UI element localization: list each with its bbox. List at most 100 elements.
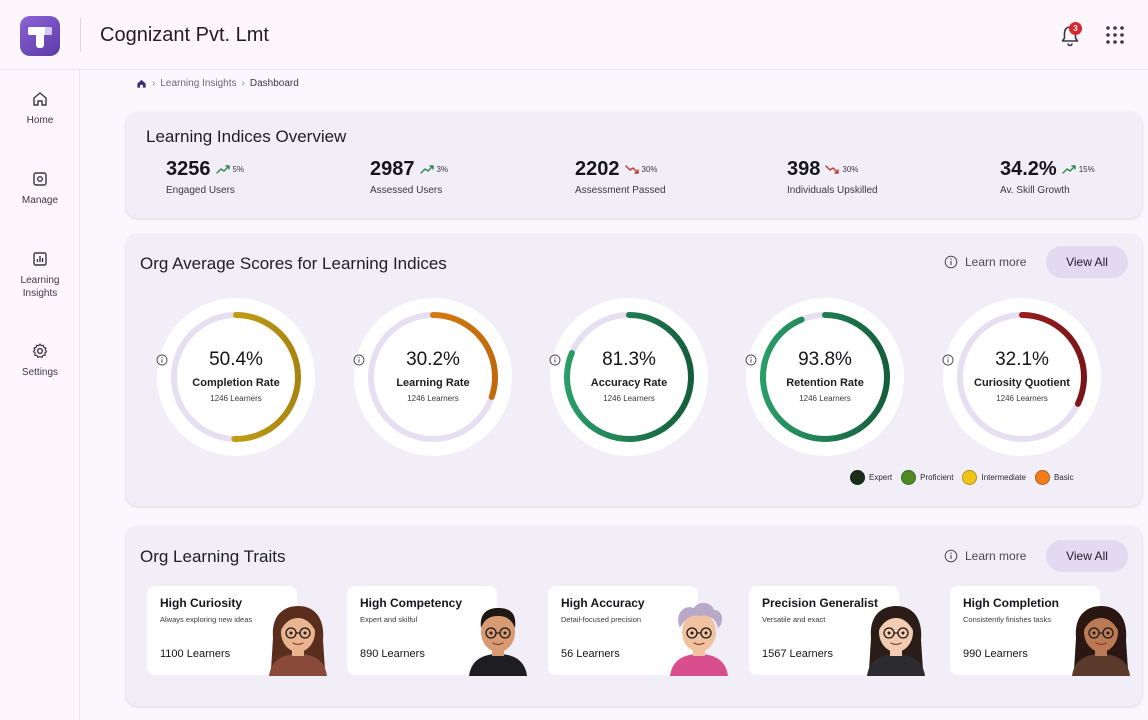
gauge-learning-rate[interactable]: 30.2% Learning Rate 1246 Learners bbox=[353, 297, 513, 457]
gauge-ring bbox=[550, 298, 708, 456]
scores-title: Org Average Scores for Learning Indices bbox=[140, 254, 447, 273]
legend-label: Intermediate bbox=[981, 473, 1026, 482]
legend-swatch bbox=[901, 470, 917, 485]
breadcrumb-current: Dashboard bbox=[249, 78, 299, 89]
legend-swatch bbox=[850, 470, 865, 485]
gauge-label: Learning Rate bbox=[396, 377, 470, 389]
legend-swatch bbox=[962, 470, 978, 485]
sidebar-item-settings[interactable]: Settings bbox=[0, 342, 80, 379]
gauge-value: 30.2% bbox=[406, 349, 460, 370]
trend-down-icon bbox=[825, 165, 840, 174]
gauge-value: 81.3% bbox=[602, 349, 656, 370]
info-icon[interactable] bbox=[549, 354, 561, 366]
trait-card[interactable]: High Curiosity Always exploring new ideas… bbox=[147, 586, 327, 676]
gauge-accuracy-rate[interactable]: 81.3% Accuracy Rate 1246 Learners bbox=[549, 297, 709, 457]
home-icon[interactable] bbox=[136, 78, 147, 89]
trait-learner-count: 56 Learners bbox=[561, 648, 620, 660]
chevron-right-icon: › bbox=[152, 78, 156, 89]
trait-card[interactable]: High Completion Consistently finishes tas… bbox=[950, 586, 1130, 676]
traits-title: Org Learning Traits bbox=[140, 547, 286, 566]
gauge-ring bbox=[746, 298, 904, 456]
logo-icon bbox=[28, 27, 52, 48]
legend-item: Expert bbox=[850, 470, 892, 485]
trait-title: High Accuracy bbox=[561, 596, 645, 610]
avatar bbox=[269, 606, 327, 676]
info-icon[interactable] bbox=[745, 354, 757, 366]
gauge-progress-arc bbox=[171, 312, 301, 442]
legend-label: Proficient bbox=[920, 473, 954, 482]
overview-title: Learning Indices Overview bbox=[146, 127, 347, 146]
trait-description: Versatile and exact bbox=[762, 615, 826, 624]
gauge-ring bbox=[943, 298, 1101, 456]
trend-up-icon bbox=[419, 165, 434, 174]
info-icon bbox=[944, 255, 958, 269]
stat-item: 2202 30% Assessment Passed bbox=[575, 158, 666, 196]
trait-title: Precision Generalist bbox=[762, 596, 879, 610]
stat-value: 398 bbox=[787, 158, 821, 180]
proficiency-legend: Expert Proficient Intermediate Basic bbox=[850, 470, 1083, 485]
stat-change: 30% bbox=[842, 165, 859, 174]
scores-view-all-button[interactable]: View All bbox=[1046, 246, 1128, 278]
gauge-ring bbox=[157, 298, 315, 456]
gauge-learners: 1246 Learners bbox=[603, 394, 655, 403]
info-icon bbox=[944, 549, 958, 563]
learn-more-label: Learn more bbox=[965, 549, 1027, 563]
legend-label: Expert bbox=[869, 473, 893, 482]
gauge-background bbox=[943, 298, 1101, 456]
sidebar-item-learning-insights[interactable]: Learning Insights bbox=[0, 250, 80, 300]
traits-learn-more-link[interactable]: Learn more bbox=[944, 549, 1026, 563]
trait-description: Consistently finishes tasks bbox=[963, 615, 1051, 624]
insights-icon bbox=[33, 252, 47, 266]
info-icon[interactable] bbox=[353, 354, 365, 366]
info-icon[interactable] bbox=[156, 354, 168, 366]
gauge-background bbox=[746, 298, 904, 456]
traits-view-all-button[interactable]: View All bbox=[1046, 540, 1128, 572]
sidebar-item-manage[interactable]: Manage bbox=[0, 170, 80, 207]
avatar bbox=[670, 602, 728, 676]
trait-card[interactable]: High Accuracy Detail-focused precision 56 … bbox=[548, 586, 728, 676]
trait-card[interactable]: Precision Generalist Versatile and exact 1… bbox=[749, 586, 925, 676]
stat-label: Individuals Upskilled bbox=[787, 185, 878, 196]
stat-label: Av. Skill Growth bbox=[1000, 185, 1070, 196]
trait-description: Expert and skilful bbox=[360, 615, 418, 624]
stat-item: 398 30% Individuals Upskilled bbox=[787, 158, 878, 196]
breadcrumb-link[interactable]: Learning Insights bbox=[160, 78, 237, 89]
sidebar-item-home[interactable]: Home bbox=[0, 90, 80, 127]
stat-label: Engaged Users bbox=[166, 185, 235, 196]
trend-up-icon bbox=[215, 165, 230, 174]
gauge-curiosity-quotient[interactable]: 32.1% Curiosity Quotient 1246 Learners bbox=[942, 297, 1102, 457]
overview-card: Learning Indices Overview bbox=[126, 112, 1142, 218]
gauge-value: 32.1% bbox=[995, 349, 1049, 370]
gear-icon bbox=[32, 343, 48, 358]
stat-item: 3256 5% Engaged Users bbox=[166, 158, 244, 196]
chevron-right-icon: › bbox=[241, 78, 245, 89]
gauge-progress-arc bbox=[368, 312, 498, 442]
info-icon[interactable] bbox=[942, 354, 954, 366]
learn-more-label: Learn more bbox=[965, 255, 1027, 269]
gauge-background bbox=[157, 298, 315, 456]
company-name: Cognizant Pvt. Lmt bbox=[100, 24, 269, 46]
stat-value: 2202 bbox=[575, 158, 620, 180]
gauge-value: 93.8% bbox=[798, 349, 852, 370]
stat-value: 34.2% bbox=[1000, 158, 1057, 180]
trait-learner-count: 1100 Learners bbox=[160, 648, 231, 660]
apps-grid-icon[interactable] bbox=[1104, 24, 1126, 46]
gauge-learners: 1246 Learners bbox=[996, 394, 1048, 403]
stat-value: 2987 bbox=[370, 158, 415, 180]
trait-title: High Competency bbox=[360, 596, 463, 610]
stat-item: 2987 3% Assessed Users bbox=[370, 158, 448, 196]
trait-title: High Curiosity bbox=[160, 596, 243, 610]
legend-item: Intermediate bbox=[962, 470, 1026, 485]
home-icon bbox=[33, 92, 47, 106]
gauge-label: Curiosity Quotient bbox=[974, 377, 1070, 389]
gauge-learners: 1246 Learners bbox=[210, 394, 262, 403]
scores-learn-more-link[interactable]: Learn more bbox=[944, 255, 1026, 269]
stat-change: 30% bbox=[641, 165, 658, 174]
stat-label: Assessment Passed bbox=[575, 185, 666, 196]
avatar bbox=[867, 606, 925, 676]
gauge-completion-rate[interactable]: 50.4% Completion Rate 1246 Learners bbox=[156, 297, 316, 457]
app-logo[interactable] bbox=[20, 16, 60, 56]
trait-card[interactable]: High Competency Expert and skilful 890 Lea… bbox=[347, 586, 527, 676]
gauge-text: 50.4% Completion Rate 1246 Learners bbox=[156, 349, 316, 403]
gauge-retention-rate[interactable]: 93.8% Retention Rate 1246 Learners bbox=[745, 297, 905, 457]
